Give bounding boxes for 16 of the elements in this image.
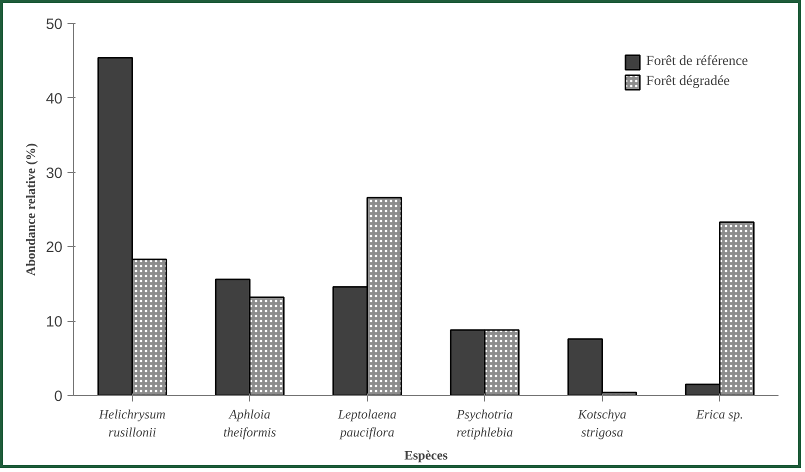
legend-label: Forêt de référence bbox=[646, 54, 748, 70]
y-tick-label: 40 bbox=[46, 90, 63, 108]
x-tick-label: Aphloia theiformis bbox=[223, 406, 276, 440]
x-tick-label: Helichrysum rusillonii bbox=[98, 406, 166, 440]
x-tick-label: Kotschya strigosa bbox=[577, 406, 627, 440]
legend-label: Forêt dégradée bbox=[646, 74, 730, 90]
x-tick-label: Psychotria retiphlebia bbox=[456, 406, 514, 440]
x-axis-title: Espèces bbox=[404, 448, 448, 462]
x-tick-label: Leptolaena pauciflora bbox=[337, 406, 397, 440]
y-tick-label: 30 bbox=[46, 164, 63, 182]
x-tick-label: Erica sp. bbox=[695, 406, 744, 422]
y-tick-label: 50 bbox=[46, 16, 63, 33]
y-tick-label: 0 bbox=[54, 388, 62, 405]
y-axis-title: Abondance relative (%) bbox=[22, 143, 38, 276]
y-tick-label: 20 bbox=[46, 239, 63, 256]
y-tick-label: 10 bbox=[46, 314, 63, 331]
